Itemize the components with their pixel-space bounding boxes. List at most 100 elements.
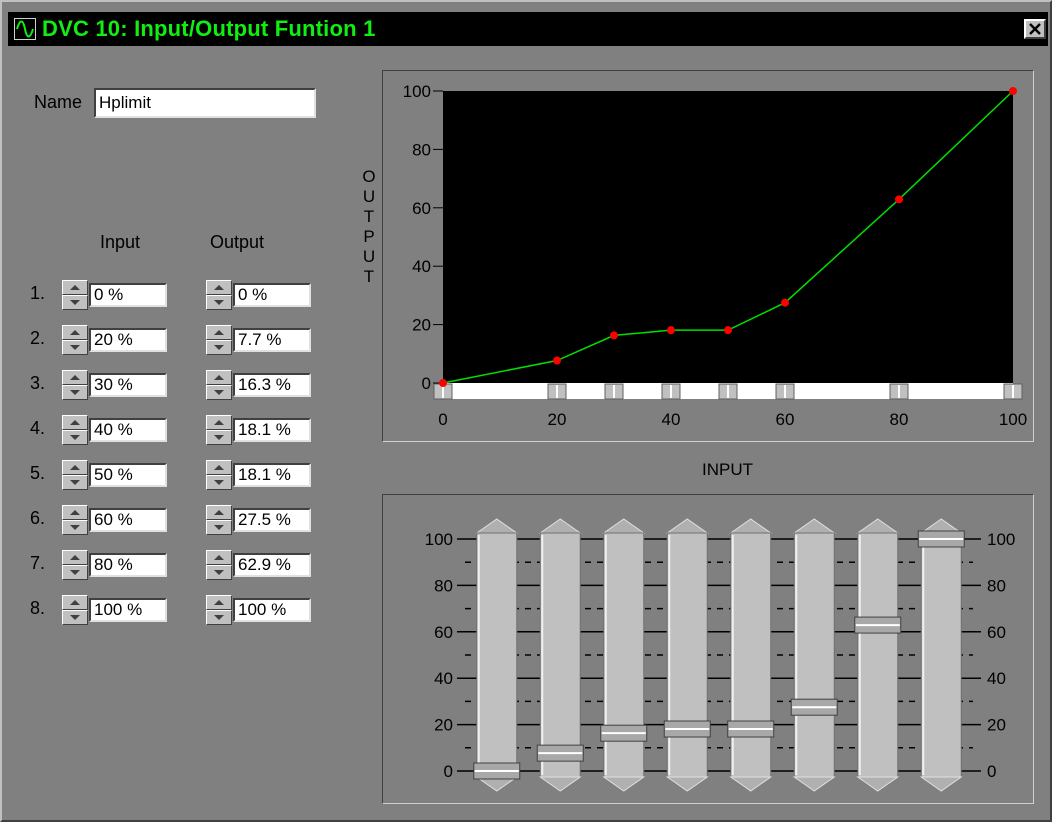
x-tick-label: 40	[662, 410, 681, 429]
data-point[interactable]	[439, 379, 447, 387]
output-spinner[interactable]	[206, 505, 232, 535]
input-value-field[interactable]: 100 %	[89, 598, 167, 622]
row-number: 4.	[30, 418, 46, 438]
slider-left-tick-label: 20	[434, 716, 453, 735]
input-spinner[interactable]	[62, 595, 88, 625]
spin-arrows-icon	[214, 600, 224, 620]
spin-arrows-icon	[214, 420, 224, 440]
output-value-field[interactable]: 16.3 %	[233, 373, 311, 397]
level-slider[interactable]	[663, 518, 711, 792]
output-spinner[interactable]	[206, 460, 232, 490]
input-spinner[interactable]	[62, 415, 88, 445]
y-axis-label-letter: U	[362, 247, 376, 266]
slider-up-arrow[interactable]	[856, 518, 900, 534]
slider-up-arrow[interactable]	[538, 518, 582, 534]
slider-up-arrow[interactable]	[475, 518, 519, 534]
output-column-header: Output	[210, 232, 265, 252]
slider-track	[539, 532, 581, 778]
input-value-field[interactable]: 30 %	[89, 373, 167, 397]
input-spinner[interactable]	[62, 505, 88, 535]
input-column-header: Input	[100, 232, 141, 252]
input-spinner[interactable]	[62, 460, 88, 490]
data-point[interactable]	[724, 326, 732, 335]
slider-left-tick-label: 100	[425, 530, 453, 549]
level-slider[interactable]	[600, 518, 648, 792]
slider-up-arrow[interactable]	[729, 518, 773, 534]
output-value-field[interactable]: 0 %	[233, 283, 311, 307]
slider-right-tick-label: 40	[987, 669, 1006, 688]
name-label: Name	[34, 92, 83, 112]
output-spinner[interactable]	[206, 595, 232, 625]
data-point[interactable]	[553, 356, 561, 365]
x-tick-label: 20	[548, 410, 567, 429]
y-axis-label-letter: P	[363, 227, 375, 246]
output-value-field[interactable]: 18.1 %	[233, 418, 311, 442]
slider-track	[793, 532, 835, 778]
level-slider[interactable]	[917, 518, 965, 792]
output-spinner[interactable]	[206, 550, 232, 580]
data-point[interactable]	[895, 195, 903, 204]
slider-down-arrow[interactable]	[856, 776, 900, 792]
name-input[interactable]: Hplimit	[94, 88, 316, 118]
slider-down-arrow[interactable]	[729, 776, 773, 792]
slider-down-arrow[interactable]	[919, 776, 963, 792]
spin-arrows-icon	[70, 600, 80, 620]
slider-up-arrow[interactable]	[665, 518, 709, 534]
slider-down-arrow[interactable]	[538, 776, 582, 792]
window-title: DVC 10: Input/Output Funtion 1	[42, 16, 376, 41]
y-tick-label: 0	[422, 374, 431, 393]
slider-left-tick-label: 60	[434, 623, 453, 642]
title-bar[interactable]: DVC 10: Input/Output Funtion 1	[8, 12, 1048, 46]
input-value-field[interactable]: 0 %	[89, 283, 167, 307]
slider-track	[666, 532, 708, 778]
spin-arrows-icon	[214, 285, 224, 305]
input-value-field[interactable]: 40 %	[89, 418, 167, 442]
input-value-field[interactable]: 20 %	[89, 328, 167, 352]
row-number: 7.	[30, 553, 46, 573]
data-point[interactable]	[610, 331, 618, 340]
input-spinner[interactable]	[62, 370, 88, 400]
y-tick-label: 20	[412, 316, 431, 335]
spin-arrows-icon	[214, 555, 224, 575]
output-spinner[interactable]	[206, 325, 232, 355]
slider-up-arrow[interactable]	[602, 518, 646, 534]
output-value-field[interactable]: 18.1 %	[233, 463, 311, 487]
input-spinner[interactable]	[62, 280, 88, 310]
slider-track	[920, 532, 962, 778]
slider-down-arrow[interactable]	[602, 776, 646, 792]
y-tick-label: 60	[412, 199, 431, 218]
output-value-field[interactable]: 100 %	[233, 598, 311, 622]
output-spinner[interactable]	[206, 415, 232, 445]
slider-track	[857, 532, 899, 778]
data-point[interactable]	[781, 298, 789, 307]
row-number: 2.	[30, 328, 46, 348]
level-slider[interactable]	[790, 518, 838, 792]
data-point[interactable]	[1009, 87, 1017, 95]
level-slider[interactable]	[854, 518, 902, 792]
output-spinner[interactable]	[206, 370, 232, 400]
input-value-field[interactable]: 60 %	[89, 508, 167, 532]
slider-track	[730, 532, 772, 778]
row-number: 1.	[30, 283, 46, 303]
slider-down-arrow[interactable]	[792, 776, 836, 792]
level-slider[interactable]	[536, 518, 584, 792]
spin-arrows-icon	[70, 420, 80, 440]
slider-down-arrow[interactable]	[665, 776, 709, 792]
level-slider[interactable]	[473, 518, 521, 792]
output-value-field[interactable]: 27.5 %	[233, 508, 311, 532]
input-spinner[interactable]	[62, 550, 88, 580]
slider-up-arrow[interactable]	[792, 518, 836, 534]
output-value-field[interactable]: 62.9 %	[233, 553, 311, 577]
y-tick-label: 40	[412, 257, 431, 276]
level-slider[interactable]	[727, 518, 775, 792]
input-spinner[interactable]	[62, 325, 88, 355]
slider-right-tick-label: 100	[987, 530, 1015, 549]
output-spinner[interactable]	[206, 280, 232, 310]
y-axis-label-letter: T	[363, 267, 375, 286]
input-value-field[interactable]: 80 %	[89, 553, 167, 577]
data-point[interactable]	[667, 326, 675, 335]
close-button[interactable]	[1024, 19, 1046, 39]
row-number: 5.	[30, 463, 46, 483]
input-value-field[interactable]: 50 %	[89, 463, 167, 487]
output-value-field[interactable]: 7.7 %	[233, 328, 311, 352]
